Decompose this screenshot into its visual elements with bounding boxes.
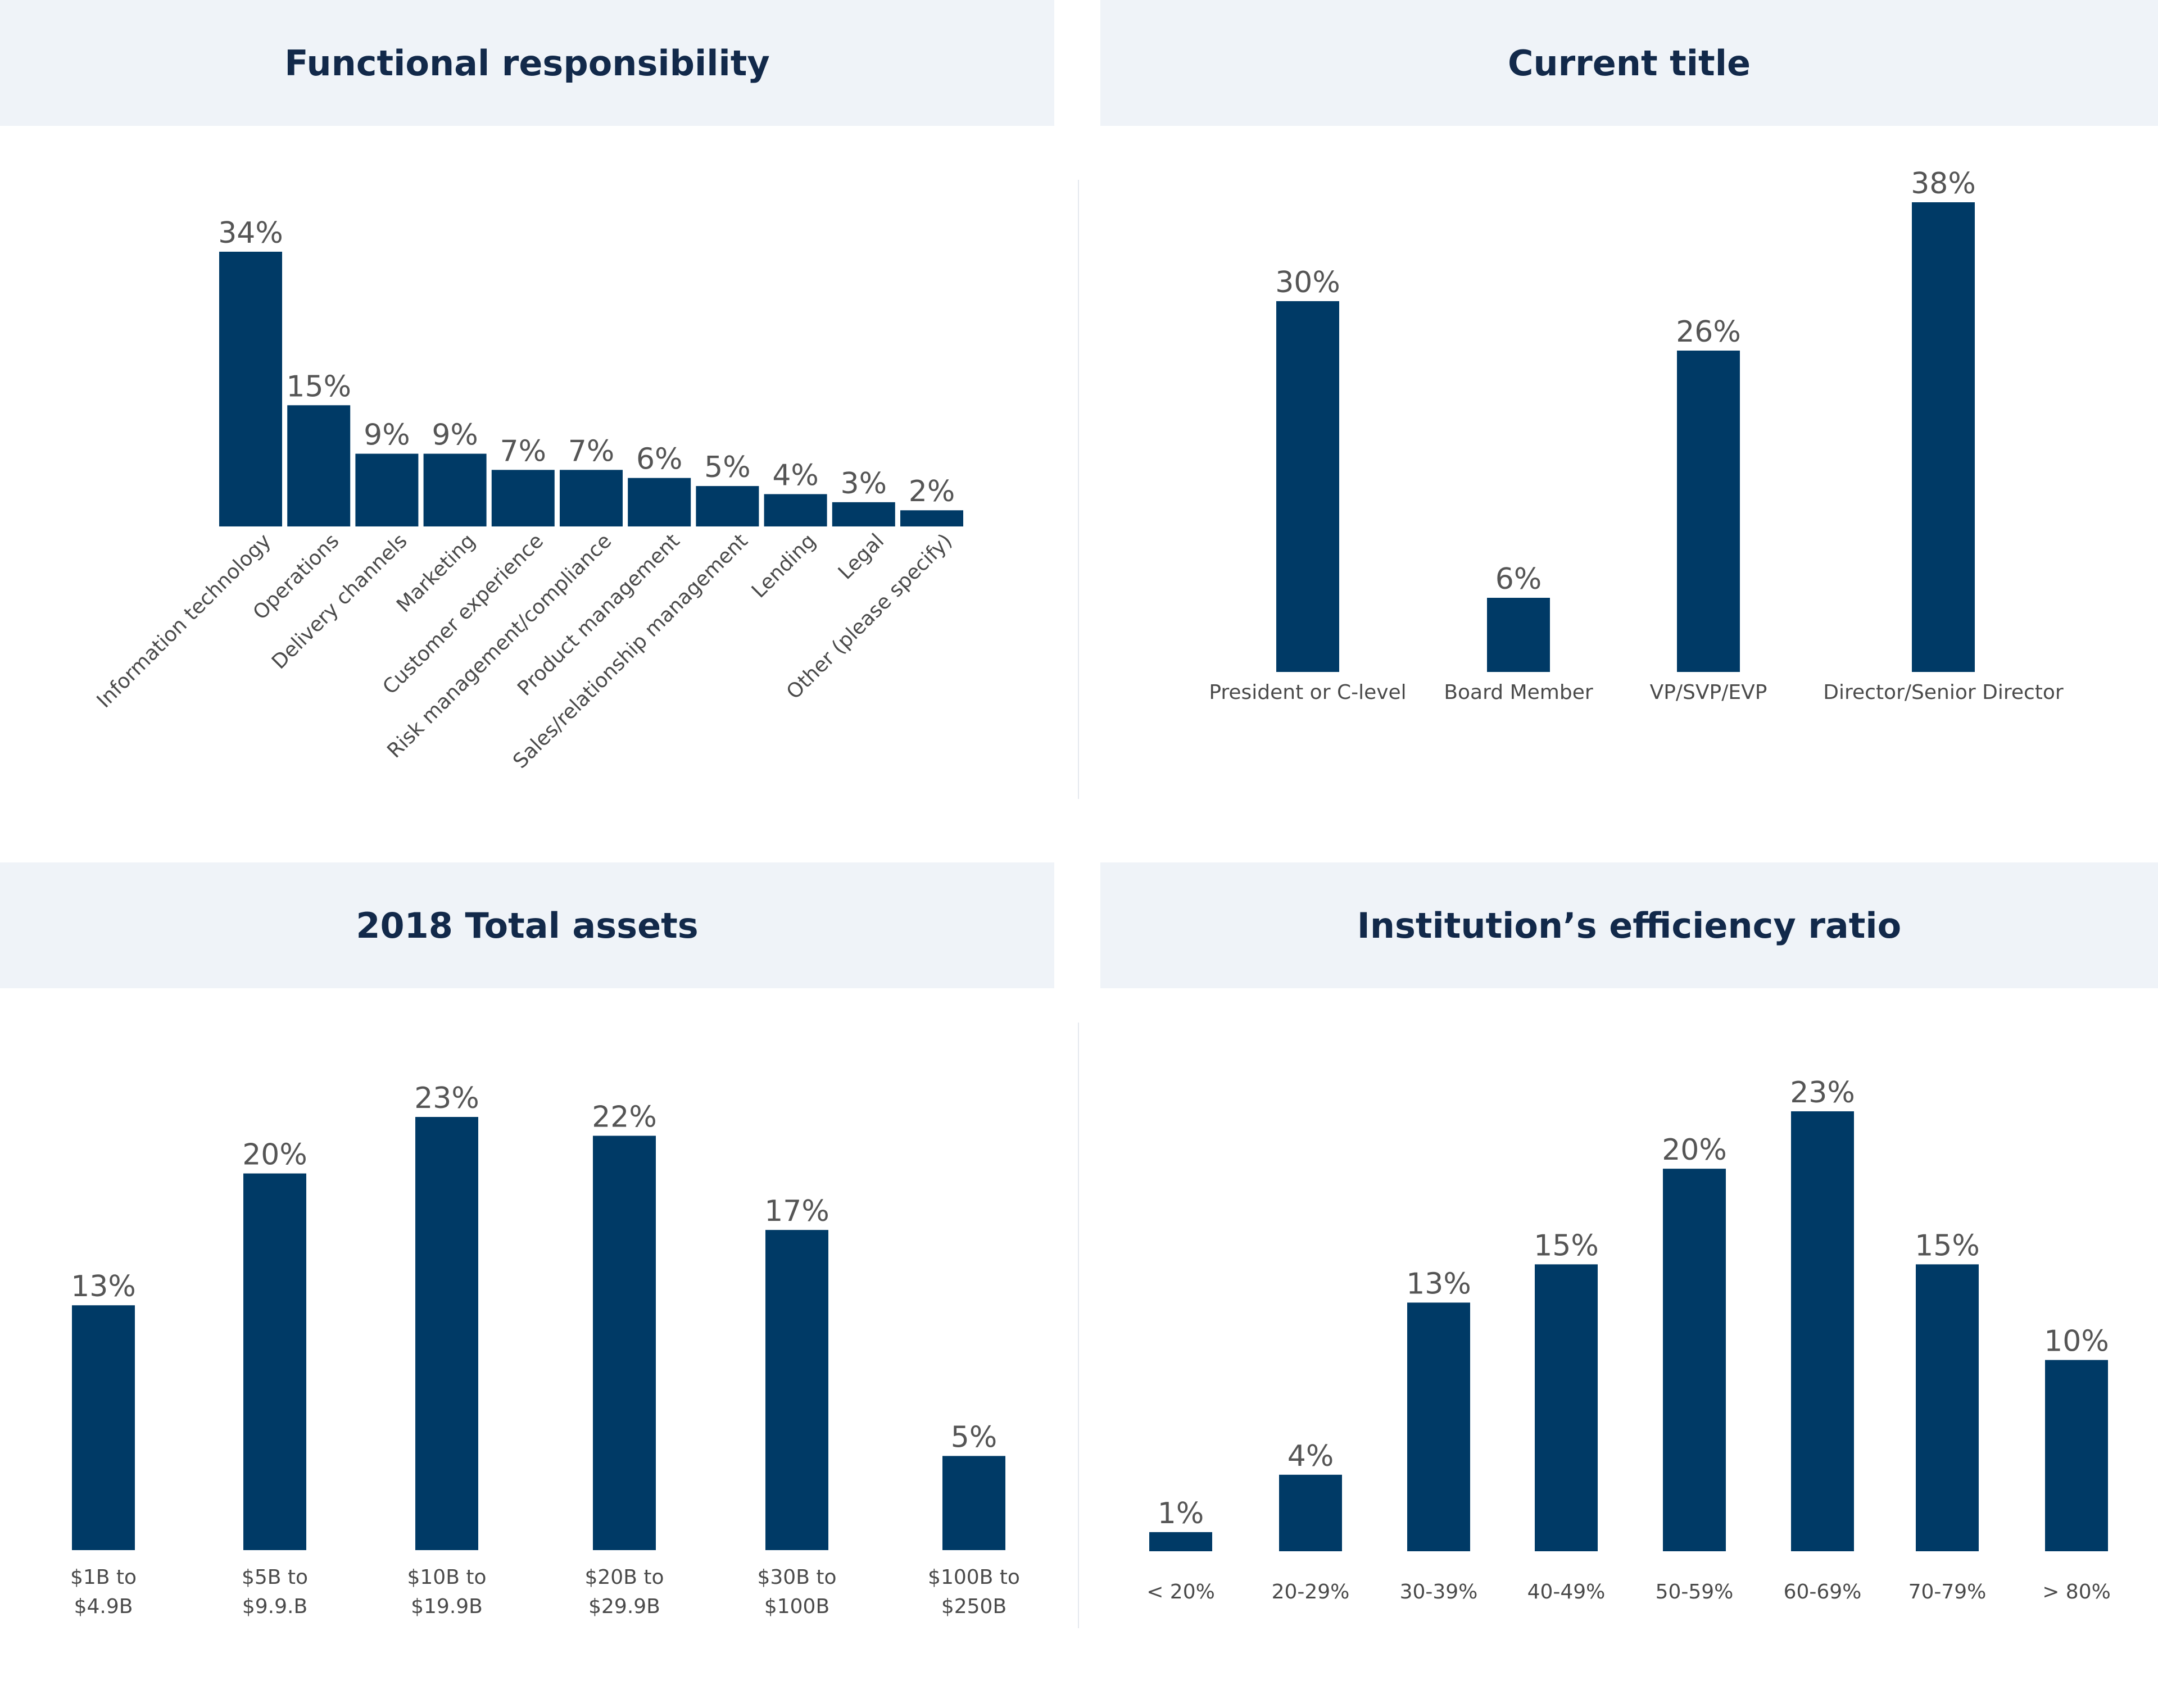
functional-value-label: 15% [286,370,351,403]
assets-category-label: $29.9B [588,1595,660,1618]
title-category-label: VP/SVP/EVP [1650,681,1767,704]
efficiency-value-label: 13% [1406,1267,1471,1301]
functional-bar [560,470,623,526]
assets-bar [593,1135,656,1550]
functional-value-label: 9% [432,419,478,452]
bottom-divider [1078,1023,1079,1628]
title-header: Current title [1100,0,2158,126]
functional-bar [355,453,419,526]
efficiency-value-label: 4% [1287,1439,1334,1473]
functional-bar [764,494,827,526]
functional-value-label: 6% [636,443,683,476]
assets-category-label: $4.9B [74,1595,133,1618]
title-bar [1487,598,1550,672]
efficiency-bar [1916,1264,1979,1551]
functional-bar [287,405,351,526]
title-bar [1677,351,1740,672]
functional-bar [423,453,487,526]
assets-category-label: $100B [764,1595,829,1618]
functional-value-label: 9% [364,419,410,452]
efficiency-category-label: 30-39% [1400,1580,1478,1603]
efficiency-category-label: 70-79% [1908,1580,1987,1603]
current-title-title: Current title [1507,42,1751,84]
efficiency-value-label: 23% [1790,1076,1855,1110]
functional-value-label: 2% [909,475,955,508]
efficiency-header: Institution’s efficiency ratio [1100,862,2158,988]
functional-value-label: 3% [841,467,887,501]
functional-value-label: 7% [500,434,547,468]
functional-value-label: 4% [772,458,819,492]
assets-bar [765,1230,828,1550]
efficiency-bar [1279,1474,1342,1551]
efficiency-category-label: < 20% [1146,1580,1215,1603]
title-category-label: Director/Senior Director [1823,681,2064,704]
efficiency-bar [1407,1302,1470,1551]
assets-header: 2018 Total assets [0,862,1054,988]
efficiency-bar [1663,1169,1726,1551]
assets-category-label: $20B to [585,1566,664,1589]
efficiency-bar [1149,1532,1212,1551]
assets-bar [415,1117,478,1550]
assets-bar [243,1173,306,1550]
functional-bar [628,478,691,526]
functional-title: Functional responsibility [284,42,770,84]
assets-value-label: 5% [951,1420,998,1454]
functional-value-label: 34% [218,216,283,250]
assets-category-label: $100B to [928,1566,1020,1589]
assets-value-label: 22% [592,1101,657,1134]
functional-bar [696,486,759,526]
efficiency-value-label: 15% [1915,1229,1980,1262]
functional-value-label: 7% [568,434,615,468]
efficiency-value-label: 1% [1158,1497,1204,1530]
efficiency-bar [1535,1264,1598,1551]
assets-category-label: $250B [941,1595,1007,1618]
assets-value-label: 23% [414,1082,479,1115]
assets-category-label: $5B to [242,1566,308,1589]
assets-category-label: $30B to [758,1566,837,1589]
assets-value-label: 13% [71,1270,136,1303]
functional-header: Functional responsibility [0,0,1054,126]
title-value-label: 30% [1275,266,1340,299]
efficiency-category-label: 50-59% [1656,1580,1734,1603]
efficiency-value-label: 10% [2044,1325,2109,1359]
efficiency-value-label: 15% [1534,1229,1599,1262]
title-category-label: President or C-level [1209,681,1406,704]
assets-value-label: 17% [764,1194,829,1228]
efficiency-value-label: 20% [1662,1133,1727,1167]
title-category-label: Board Member [1444,681,1593,704]
top-divider [1078,180,1079,799]
functional-bar [900,510,963,526]
efficiency-category-label: 20-29% [1272,1580,1350,1603]
functional-bar [832,502,895,526]
title-value-label: 38% [1911,167,1976,201]
assets-bar [942,1456,1005,1550]
functional-value-label: 5% [704,451,751,484]
functional-bar [491,470,555,526]
title-bar [1912,202,1975,672]
functional-bar [219,252,282,526]
assets-category-label: $19.9B [411,1595,483,1618]
title-value-label: 26% [1676,315,1741,349]
efficiency-category-label: > 80% [2042,1580,2111,1603]
assets-category-label: $1B to [70,1566,137,1589]
efficiency-bar [1791,1111,1854,1551]
assets-category-label: $9.9.B [242,1595,307,1618]
efficiency-bar [2045,1360,2108,1551]
efficiency-category-label: 60-69% [1784,1580,1862,1603]
assets-bar [72,1305,135,1550]
title-value-label: 6% [1495,562,1542,596]
efficiency-category-label: 40-49% [1527,1580,1606,1603]
assets-category-label: $10B to [407,1566,487,1589]
title-bar [1276,301,1339,672]
assets-title: 2018 Total assets [356,905,699,946]
efficiency-title: Institution’s efficiency ratio [1357,905,1902,946]
assets-value-label: 20% [242,1138,307,1172]
